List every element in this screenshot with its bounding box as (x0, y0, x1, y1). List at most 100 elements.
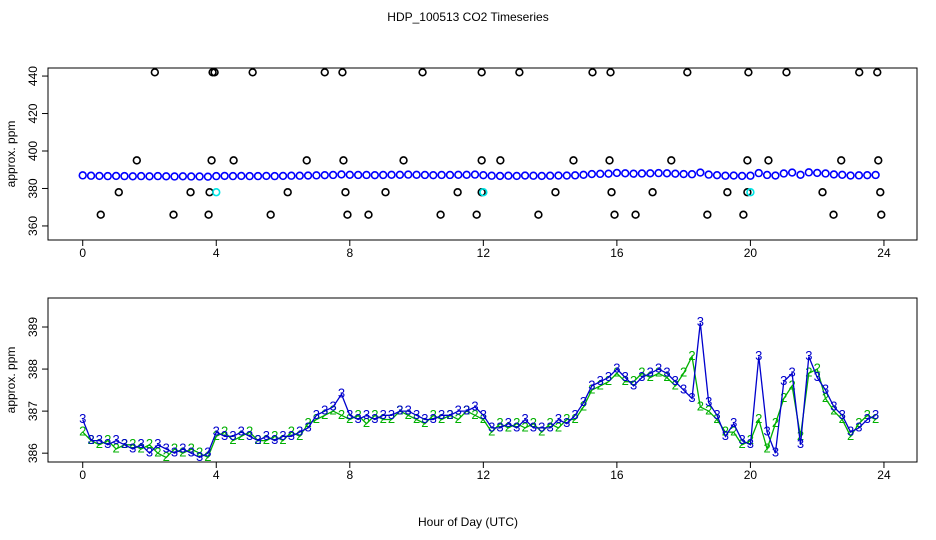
data-point (170, 172, 179, 181)
data-point (637, 169, 647, 178)
x-tick-label: 24 (877, 246, 891, 260)
data-point (212, 171, 221, 181)
data-point (721, 171, 730, 180)
data-point: 2 (763, 440, 770, 455)
data-point: 3 (521, 411, 528, 426)
data-point: 3 (188, 445, 195, 460)
data-point: 3 (363, 407, 370, 422)
data-point (863, 170, 872, 180)
data-point: 2 (96, 436, 103, 451)
data-point: 3 (622, 369, 629, 384)
data-point: 2 (530, 415, 537, 430)
data-point (704, 170, 713, 179)
data-point (723, 188, 732, 197)
data-point: 2 (563, 411, 570, 426)
data-point: 3 (471, 398, 478, 413)
data-point: 2 (388, 411, 395, 426)
data-point: 2 (772, 415, 779, 430)
data-point (545, 171, 555, 180)
data-point: 2 (438, 411, 445, 426)
data-point (743, 156, 752, 165)
data-point: 3 (789, 365, 796, 380)
data-point (320, 170, 329, 180)
data-point (220, 171, 229, 181)
data-point (205, 188, 214, 197)
data-point: 3 (680, 382, 687, 397)
data-point (161, 172, 171, 181)
data-point: 2 (655, 365, 662, 380)
data-point (418, 68, 427, 77)
figure-title: HDP_100513 CO2 Timeseries (387, 10, 548, 24)
data-point (696, 168, 705, 177)
data-point: 2 (104, 432, 111, 447)
data-point (744, 68, 753, 77)
data-point: 2 (413, 411, 420, 426)
y-tick-label: 360 (26, 216, 40, 236)
data-point: 2 (738, 436, 745, 451)
data-point: 2 (613, 365, 620, 380)
data-point (178, 172, 188, 181)
data-point (703, 210, 712, 219)
plot-area (78, 68, 886, 219)
data-point (771, 171, 780, 180)
y-tick-label: 388 (26, 359, 40, 379)
y-tick-label: 420 (26, 103, 40, 123)
data-point (136, 171, 146, 181)
data-point (395, 170, 405, 179)
data-point (646, 169, 655, 178)
data-point (762, 170, 772, 180)
y-tick-label: 387 (26, 401, 40, 421)
data-point: 3 (763, 424, 770, 439)
data-point: 3 (505, 415, 512, 430)
data-point (515, 68, 524, 77)
x-tick-label: 0 (79, 246, 86, 260)
data-point (876, 188, 885, 197)
data-point: 3 (855, 419, 862, 434)
data-point: 2 (546, 415, 553, 430)
data-point: 2 (605, 373, 612, 388)
y-tick-label: 400 (26, 141, 40, 161)
data-point (378, 170, 388, 180)
data-point (187, 172, 196, 181)
data-point: 3 (138, 436, 145, 451)
data-point (145, 172, 154, 181)
data-point: 2 (647, 369, 654, 384)
data-point (683, 68, 692, 77)
data-point (829, 210, 838, 219)
data-point (874, 156, 883, 165)
data-point (796, 170, 805, 179)
plot-frame (47, 67, 918, 241)
data-point: 2 (513, 415, 520, 430)
data-point: 3 (463, 403, 470, 418)
data-point: 3 (546, 419, 553, 434)
data-point (338, 68, 347, 77)
data-point: 3 (405, 403, 412, 418)
data-point (551, 188, 560, 197)
data-point (150, 68, 160, 77)
data-point (362, 170, 371, 180)
data-point (339, 156, 348, 165)
data-point (337, 170, 346, 179)
data-point: 3 (805, 348, 812, 363)
y-tick-label: 380 (26, 178, 40, 198)
x-axis-label: Hour of Day (UTC) (418, 515, 518, 529)
data-point: 2 (521, 419, 528, 434)
data-point: 3 (847, 424, 854, 439)
data-point: 3 (288, 428, 295, 443)
data-point (287, 171, 296, 180)
data-point (270, 171, 279, 181)
data-point: 3 (321, 403, 328, 418)
data-point (295, 171, 304, 180)
data-point: 3 (238, 424, 245, 439)
data-point: 2 (421, 415, 428, 430)
data-point (248, 68, 257, 77)
data-point: 3 (688, 390, 695, 405)
data-point (186, 188, 195, 197)
data-point (671, 169, 680, 178)
data-point: 2 (822, 390, 829, 405)
data-point: 3 (380, 407, 387, 422)
data-point: 3 (588, 377, 595, 392)
data-point: 2 (346, 411, 353, 426)
data-point (412, 170, 421, 179)
